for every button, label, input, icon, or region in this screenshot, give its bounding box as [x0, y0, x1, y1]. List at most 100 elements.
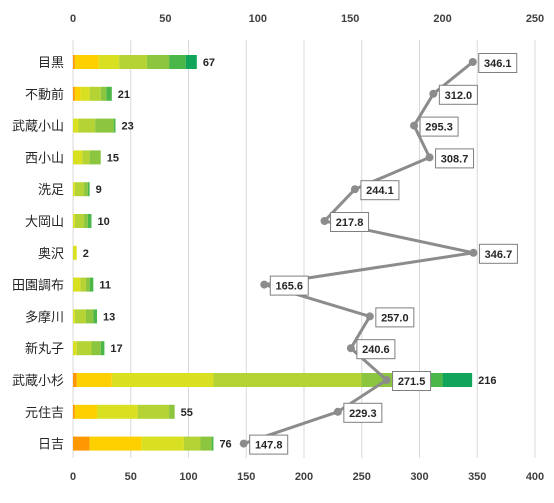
line-value-label: 240.6 — [362, 344, 390, 356]
bar-segment — [74, 55, 99, 69]
bar-segment — [137, 404, 170, 419]
line-value-label: 271.5 — [398, 376, 426, 388]
bottom-tick-label: 0 — [70, 471, 76, 483]
bar-value-label: 67 — [203, 57, 215, 69]
line-label-box — [435, 148, 475, 169]
line-point — [382, 376, 391, 384]
bar-segment — [76, 373, 112, 387]
bar-segment — [73, 404, 75, 419]
line-label-box — [356, 339, 396, 360]
line-label-box — [438, 84, 478, 105]
category-label: 新丸子 — [25, 341, 64, 357]
bottom-tick-label: 400 — [526, 471, 544, 483]
gridlines — [72, 40, 536, 458]
bar-segment — [73, 86, 75, 101]
bar-segment — [82, 150, 90, 165]
line-value-labels: 346.1 312.0 295.3 308.7 244.1 217.8 346.7 165.6… — [249, 53, 518, 455]
line-point — [425, 153, 434, 162]
bar-segment — [76, 341, 92, 356]
category-label: 武蔵小山 — [12, 120, 64, 135]
bar-value-label: 21 — [118, 89, 130, 101]
line-point — [350, 185, 359, 194]
bar-value-label: 9 — [96, 184, 102, 196]
line-value-label: 244.1 — [366, 185, 394, 197]
category-label: 元住吉 — [25, 406, 64, 421]
top-tick-label: 200 — [433, 13, 451, 25]
line-value-label: 346.7 — [485, 249, 513, 261]
line-label-box — [343, 402, 383, 423]
line-label-box — [478, 53, 518, 73]
bar-value-label: 55 — [181, 407, 193, 419]
bar-segment — [442, 373, 473, 387]
bar-segment — [146, 55, 170, 69]
line-point — [260, 280, 269, 289]
line-value-label: 257.0 — [381, 312, 409, 324]
line-point — [320, 217, 329, 225]
bar-segment — [95, 118, 114, 133]
line-point — [239, 439, 248, 448]
bar-segment — [85, 309, 94, 324]
bar-segment — [89, 86, 101, 101]
line-value-label: 346.1 — [484, 58, 512, 70]
top-tick-label: 100 — [249, 13, 267, 25]
bar-segment — [185, 55, 197, 69]
line-value-label: 295.3 — [425, 122, 453, 134]
bar-segment — [169, 55, 186, 69]
bar-series — [73, 55, 473, 451]
bar-segment — [74, 404, 98, 419]
bar-segment — [89, 277, 94, 292]
top-tick-label: 0 — [70, 13, 76, 25]
bar-segment — [85, 277, 90, 292]
category-label: 田園調布 — [12, 279, 64, 294]
bar-segment — [111, 373, 214, 387]
bar-segment — [78, 118, 96, 133]
bar-segment — [169, 404, 175, 419]
line-label-box — [419, 116, 459, 137]
category-label: 不動前 — [25, 87, 64, 103]
bar-value-label: 216 — [478, 375, 496, 387]
bar-value-label: 2 — [83, 248, 89, 260]
bottom-tick-label: 50 — [125, 471, 137, 483]
line-point — [429, 89, 438, 98]
line-label-box — [249, 434, 289, 455]
line-value-label: 229.3 — [349, 408, 377, 420]
bar-segment — [73, 150, 83, 165]
bar-value-label: 15 — [107, 152, 119, 164]
line-label-box — [269, 275, 309, 296]
top-tick-label: 150 — [341, 13, 359, 25]
bar-segment — [73, 118, 79, 133]
bar-segment — [91, 341, 101, 356]
category-label: 目黒 — [38, 56, 64, 71]
bottom-tick-label: 350 — [468, 471, 486, 483]
bar-segment — [113, 118, 116, 133]
bar-value-label: 13 — [103, 311, 115, 323]
line-label-box — [330, 212, 370, 232]
bar-segment — [73, 55, 75, 69]
bottom-tick-label: 300 — [410, 471, 428, 483]
category-label: 多摩川 — [25, 309, 64, 325]
bar-segment — [183, 436, 201, 451]
line-point — [469, 248, 478, 257]
bar-segment — [106, 86, 112, 101]
line-value-label: 312.0 — [445, 90, 473, 102]
bottom-tick-label: 200 — [295, 471, 313, 483]
bar-segment — [87, 182, 90, 197]
line-label-box — [360, 180, 400, 201]
bar-segment — [141, 436, 184, 451]
line-point — [333, 407, 342, 416]
bar-segment — [100, 86, 107, 101]
line-value-label: 147.8 — [255, 440, 283, 452]
bar-segment — [73, 182, 75, 197]
bar-segment — [80, 277, 86, 292]
bar-value-labels: 67 21 23 15 9 10 2 11 13 17 216 55 76 — [83, 57, 497, 451]
line-point — [468, 58, 477, 66]
bar-segment — [73, 436, 90, 451]
bar-segment — [119, 55, 147, 69]
bar-segment — [74, 214, 85, 228]
bar-segment — [73, 341, 77, 356]
line-point — [365, 312, 374, 321]
bottom-tick-label: 150 — [237, 471, 255, 483]
bar-segment — [73, 277, 81, 292]
